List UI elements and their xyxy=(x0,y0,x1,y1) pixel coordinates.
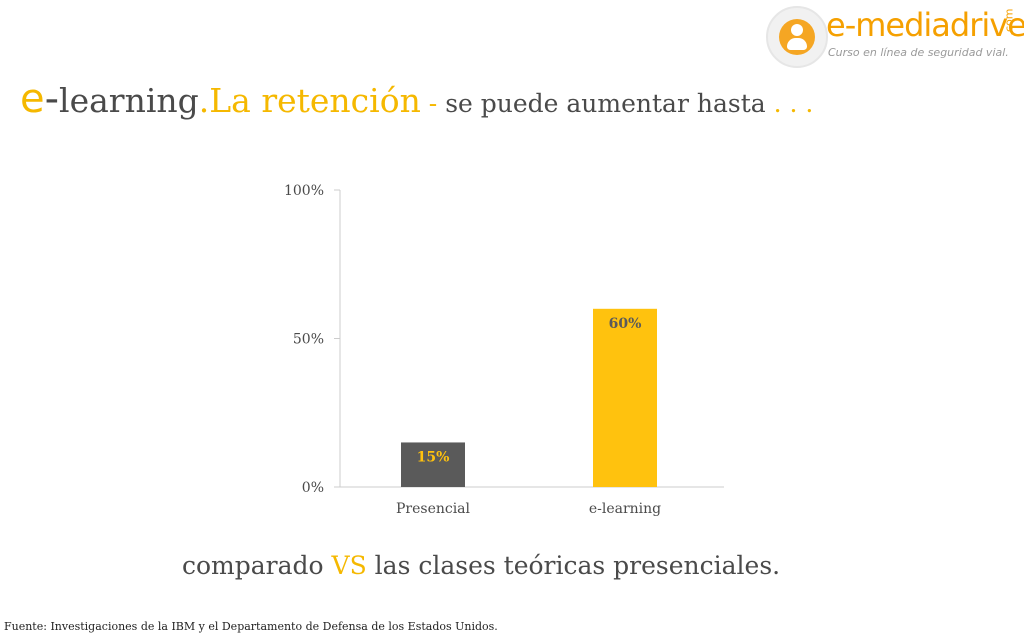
title-dash: - xyxy=(44,76,60,122)
y-tick-label: 50% xyxy=(293,332,324,348)
title-learning: learning xyxy=(59,81,199,120)
subtitle-part1: comparado xyxy=(182,551,332,580)
y-tick-label: 100% xyxy=(284,183,324,199)
title-dots: . . . xyxy=(765,89,814,118)
logo-name: e-mediadrive xyxy=(826,6,1024,44)
subtitle-vs: VS xyxy=(331,551,367,580)
title-rest: se puede aumentar hasta xyxy=(445,89,766,118)
x-tick-label: e-learning xyxy=(589,501,661,517)
bar xyxy=(401,442,465,487)
title-e: e xyxy=(20,76,45,122)
logo-tagline: Curso en línea de seguridad vial. xyxy=(828,46,1009,59)
comparison-subtitle: comparado VS las clases teóricas presenc… xyxy=(182,551,780,580)
person-icon xyxy=(766,6,828,68)
title-retention: .La retención xyxy=(198,81,421,120)
bar xyxy=(593,308,657,487)
title-accent-dash: - xyxy=(420,89,446,118)
y-tick-label: 0% xyxy=(302,480,324,496)
data-label: 15% xyxy=(417,449,450,465)
brand-logo: e-mediadrive .com Curso en línea de segu… xyxy=(764,4,1024,70)
x-tick-label: Presencial xyxy=(396,501,471,517)
subtitle-part2: las clases teóricas presenciales. xyxy=(366,551,781,580)
page-title: e-learning.La retención - se puede aumen… xyxy=(20,76,813,122)
logo-suffix: .com xyxy=(1002,8,1016,36)
source-note: Fuente: Investigaciones de la IBM y el D… xyxy=(4,620,498,633)
data-label: 60% xyxy=(609,316,642,332)
bar-chart: 0% 50% 100% 15% Presencial 60% e-learning xyxy=(284,183,724,517)
